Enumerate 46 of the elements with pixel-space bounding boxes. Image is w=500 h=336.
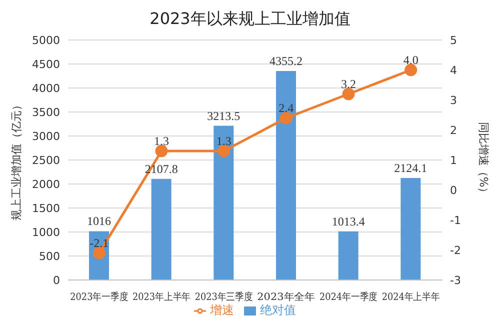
point [280, 112, 292, 124]
bar [276, 70, 296, 280]
y2-tick-label: 3 [450, 94, 457, 107]
bar [338, 231, 358, 280]
point [155, 144, 168, 158]
point [218, 144, 230, 158]
point [404, 64, 418, 76]
y2-tick-label: 0 [450, 184, 457, 197]
x-tick-label: 2024年上半年 [382, 291, 448, 303]
y-tick-label: 1500 [32, 202, 60, 215]
y2-tick-label: 1 [450, 154, 457, 167]
data-label: 4.0 [403, 53, 418, 67]
legend-label: 增速 [210, 303, 234, 317]
bar [151, 178, 172, 280]
y2-tick-label: -1 [450, 214, 461, 227]
bar [400, 178, 421, 280]
data-label: 1016 [87, 214, 111, 228]
y-tick-label: 0 [53, 274, 60, 287]
y2-tick-label: 4 [450, 64, 457, 77]
data-label: 1.3 [216, 134, 232, 148]
data-label: 1.3 [154, 134, 169, 148]
y2-tick-label: -3 [450, 274, 461, 287]
y-axis-title: 规上工业增加值（亿元） [10, 100, 23, 220]
y-tick-label: 500 [39, 250, 60, 263]
data-label: 1013.4 [332, 214, 365, 228]
y-tick-label: 1000 [32, 226, 60, 239]
data-label: 3213.5 [207, 108, 240, 123]
y-tick-label: 4500 [32, 58, 60, 71]
data-label: 2124.1 [394, 161, 428, 176]
y2-tick-label: 5 [450, 34, 457, 47]
data-label: 2.4 [278, 101, 294, 115]
y-tick-label: 3000 [32, 130, 60, 143]
y-tick-label: 2000 [32, 178, 60, 191]
y2-tick-label: 2 [450, 124, 457, 137]
chart-title: 2023年以来规上工业增加值 [148, 8, 352, 30]
legend-label: 绝对值 [260, 303, 296, 317]
y-tick-label: 3500 [32, 106, 60, 119]
y-tick-label: 2500 [32, 154, 60, 167]
bar [214, 126, 234, 280]
y2-tick-label: -2 [450, 244, 461, 257]
point [342, 88, 355, 100]
y-tick-label: 4000 [32, 82, 60, 95]
y-tick-label: 5000 [32, 34, 60, 47]
y2-axis-title: 同比增速（%） [477, 122, 490, 198]
data-label: 4355.2 [270, 54, 302, 68]
data-label: 3.2 [341, 77, 356, 91]
